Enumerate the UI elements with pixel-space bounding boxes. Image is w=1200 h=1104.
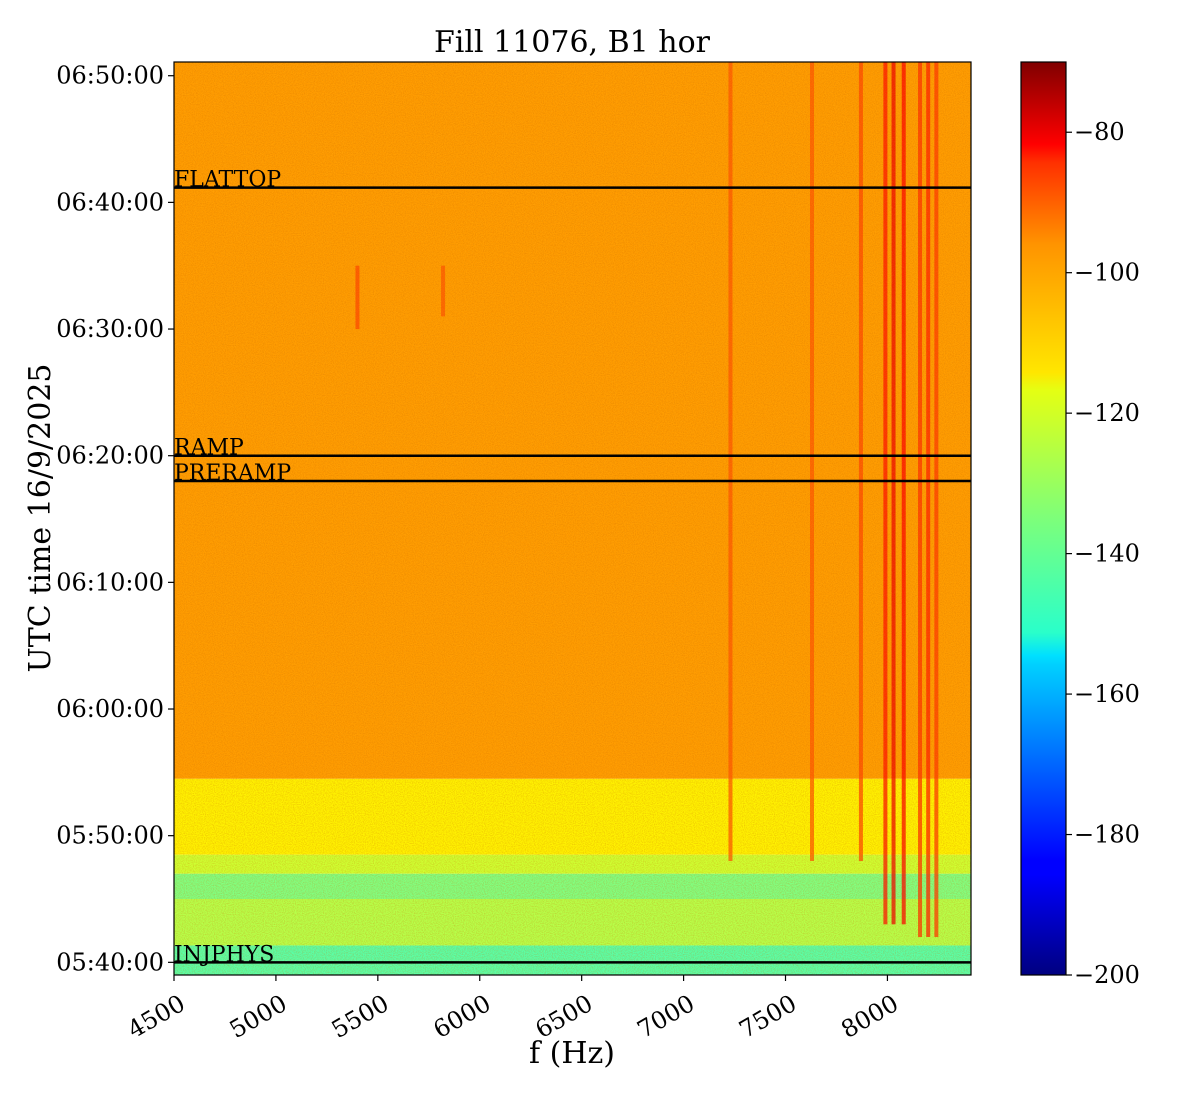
y-tick-label-4: 06:20:00 (56, 442, 164, 470)
colorbar-tick-label-1: −100 (1074, 259, 1140, 287)
x-tick-label-0: 4500 (123, 989, 190, 1044)
y-axis-ticks: 05:40:00 05:50:00 06:00:00 06:10:00 06:20:00… (56, 62, 174, 976)
y-tick-label-2: 06:00:00 (56, 695, 164, 723)
chart-title: Fill 11076, B1 hor (434, 25, 711, 60)
x-axis-ticks: 4500 5000 5500 6000 6500 7000 7500 8000 (123, 975, 903, 1044)
plot-frame (173, 61, 972, 976)
phase-label-preramp: PRERAMP (174, 461, 291, 486)
colorbar-tick-label-2: −120 (1074, 399, 1140, 427)
y-tick-label-7: 06:50:00 (56, 62, 164, 90)
colorbar (1020, 61, 1067, 976)
x-axis-label: f (Hz) (529, 1036, 615, 1071)
colorbar-tick-label-3: −140 (1074, 540, 1140, 568)
phase-label-injphys: INJPHYS (174, 942, 274, 967)
phase-label-ramp: RAMP (174, 436, 244, 461)
x-tick-label-6: 7500 (734, 989, 801, 1044)
spectrogram-plot-area (174, 62, 971, 975)
colorbar-tick-label-4: −160 (1074, 680, 1140, 708)
x-tick-label-1: 5000 (225, 989, 292, 1044)
phase-label-flattop: FLATTOP (174, 168, 281, 193)
y-tick-label-6: 06:40:00 (56, 188, 164, 216)
y-tick-label-3: 06:10:00 (56, 568, 164, 596)
y-axis-label: UTC time 16/9/2025 (23, 364, 58, 673)
noise-overlay-light (174, 62, 971, 975)
x-tick-label-7: 8000 (836, 989, 903, 1044)
x-tick-label-2: 5500 (327, 989, 394, 1044)
colorbar-tick-label-5: −180 (1074, 821, 1140, 849)
y-tick-label-5: 06:30:00 (56, 315, 164, 343)
colorbar-tick-label-6: −200 (1074, 961, 1140, 989)
colorbar-tick-label-0: −80 (1074, 118, 1125, 146)
colorbar-ticks: −80 −100 −120 −140 −160 −180 −200 (1066, 118, 1140, 989)
x-tick-label-3: 6000 (429, 989, 496, 1044)
x-tick-label-5: 7000 (632, 989, 699, 1044)
y-tick-label-1: 05:50:00 (56, 822, 164, 850)
y-tick-label-0: 05:40:00 (56, 948, 164, 976)
